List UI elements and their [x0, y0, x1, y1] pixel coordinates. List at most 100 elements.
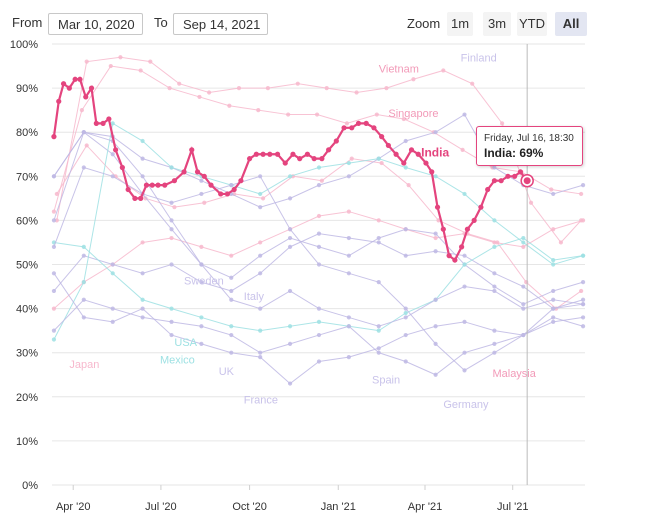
series-point-india — [333, 138, 339, 144]
series-point-india — [311, 156, 317, 162]
series-point-mexico — [51, 337, 57, 342]
series-point-usa — [110, 271, 115, 276]
series-point-sweden — [492, 271, 497, 276]
series-point-spain — [169, 319, 174, 324]
series-point-singapore — [314, 112, 320, 117]
series-point-mexico — [110, 121, 115, 126]
series-point-sweden — [346, 235, 351, 241]
series-point-india — [491, 178, 497, 184]
zoom-3m-button[interactable]: 3m — [483, 12, 511, 36]
series-point-india — [446, 253, 452, 259]
series-highlight — [51, 76, 534, 263]
series-point-malaysia — [379, 160, 384, 166]
series-point-spain — [580, 324, 586, 329]
series-point-uk — [258, 306, 263, 311]
series-point-india — [201, 173, 207, 179]
series-point-spain — [346, 324, 351, 329]
series-point-uk — [169, 218, 174, 223]
series-muted — [51, 55, 586, 386]
series-point-france — [462, 319, 467, 324]
series-point-singapore — [79, 108, 84, 113]
series-point-india — [274, 151, 281, 157]
series-point-usa — [287, 324, 293, 329]
series-point-france — [169, 332, 174, 338]
series-point-singapore — [167, 86, 172, 91]
series-point-vietnam — [148, 59, 153, 64]
series-point-italy — [580, 280, 586, 285]
series-point-france — [140, 306, 145, 311]
y-tick-label: 0% — [22, 480, 38, 492]
series-point-spain — [110, 306, 115, 311]
series-point-vietnam — [384, 86, 389, 91]
series-point-france — [376, 346, 381, 351]
series-point-india — [517, 169, 524, 175]
to-date-input[interactable]: Sep 14, 2021 — [173, 13, 268, 35]
series-point-italy — [287, 235, 293, 241]
hover-point — [523, 177, 531, 185]
series-point-italy — [51, 174, 57, 179]
zoom-all-button[interactable]: All — [555, 12, 587, 36]
series-point-mexico — [580, 253, 586, 258]
series-point-vietnam — [354, 90, 359, 95]
series-point-vietnam — [558, 240, 564, 245]
series-point-uk — [229, 297, 234, 302]
series-point-india — [401, 160, 407, 166]
series-point-uk — [403, 315, 408, 320]
series-point-india — [393, 151, 399, 157]
series-point-spain — [140, 315, 145, 320]
series-point-india — [224, 191, 231, 197]
series-point-usa — [521, 235, 526, 241]
series-point-uk — [462, 284, 467, 289]
series-point-india — [290, 151, 296, 157]
series-point-france — [346, 355, 351, 360]
series-point-sweden — [110, 262, 115, 267]
series-point-usa — [551, 257, 556, 263]
series-point-italy — [110, 152, 115, 157]
x-tick-label: Jul '20 — [145, 501, 176, 513]
series-point-sweden — [199, 280, 204, 285]
series-point-india — [246, 156, 253, 162]
series-point-finland — [580, 183, 586, 188]
series-point-japan — [521, 244, 526, 249]
series-point-japan — [229, 253, 234, 258]
series-point-india — [88, 85, 95, 91]
series-point-singapore — [108, 63, 113, 69]
series-label-sweden: Sweden — [184, 275, 224, 287]
series-point-india — [464, 226, 471, 232]
zoom-1m-button[interactable]: 1m — [447, 12, 473, 36]
series-point-usa — [140, 297, 145, 302]
zoom-label: Zoom — [407, 16, 441, 31]
series-point-vietnam — [500, 121, 505, 126]
series-point-malaysia — [84, 143, 89, 148]
series-point-germany — [110, 174, 115, 179]
series-point-italy — [492, 284, 497, 289]
series-point-india — [83, 94, 89, 100]
series-point-italy — [376, 235, 381, 241]
zoom-ytd-button[interactable]: YTD — [517, 12, 547, 36]
series-point-malaysia — [319, 178, 324, 183]
series-label-uk: UK — [219, 366, 235, 378]
tooltip: Friday, Jul 16, 18:30 India: 69% — [476, 126, 583, 166]
series-point-vietnam — [411, 77, 416, 82]
series-point-india — [423, 160, 429, 166]
from-date-input[interactable]: Mar 10, 2020 — [48, 13, 143, 35]
series-point-finland — [346, 174, 351, 179]
series-point-uk — [316, 306, 322, 311]
series-point-india — [113, 147, 119, 153]
series-point-india — [218, 191, 224, 197]
series-point-usa — [229, 324, 234, 329]
series-point-malaysia — [524, 280, 529, 285]
series-point-germany — [51, 244, 57, 249]
series-point-vietnam — [118, 55, 123, 60]
series-point-india — [149, 182, 155, 188]
series-point-mexico — [403, 165, 408, 170]
series-point-singapore — [549, 187, 554, 192]
series-point-italy — [403, 227, 408, 232]
series-point-vietnam — [470, 81, 475, 86]
series-point-vietnam — [177, 81, 182, 86]
series-point-uk — [199, 262, 204, 267]
x-tick-label: Oct '20 — [232, 501, 267, 513]
series-point-finland — [287, 196, 293, 201]
series-point-germany — [403, 306, 408, 311]
series-point-sweden — [229, 288, 234, 294]
